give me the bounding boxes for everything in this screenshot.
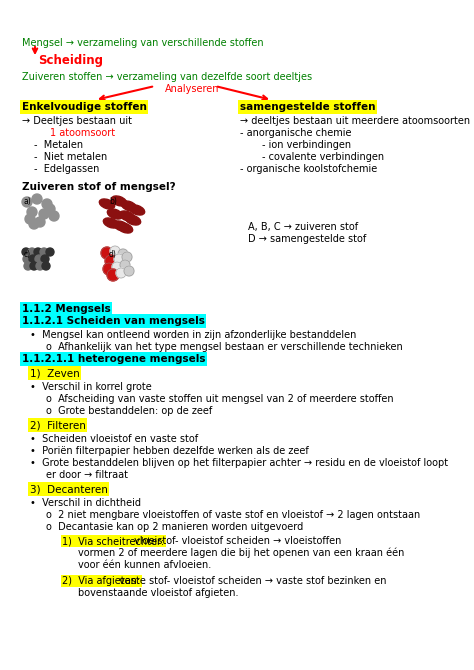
Text: 1.1.2.1.1 heterogene mengsels: 1.1.2.1.1 heterogene mengsels <box>22 354 206 364</box>
Circle shape <box>35 217 45 227</box>
Text: •  Verschil in dichtheid: • Verschil in dichtheid <box>30 498 141 508</box>
Text: 1 atoomsoort: 1 atoomsoort <box>50 128 115 138</box>
Ellipse shape <box>125 215 141 225</box>
Text: - covalente verbindingen: - covalente verbindingen <box>262 152 384 162</box>
Ellipse shape <box>111 196 127 206</box>
Text: •  Mengsel kan ontleend worden in zijn afzonderlijke bestanddelen: • Mengsel kan ontleend worden in zijn af… <box>30 330 356 340</box>
Circle shape <box>118 249 128 259</box>
Circle shape <box>28 248 36 256</box>
Circle shape <box>46 248 54 256</box>
Circle shape <box>114 254 124 264</box>
Circle shape <box>25 214 35 224</box>
Text: o  2 niet mengbare vloeistoffen of vaste stof en vloeistof → 2 lagen ontstaan: o 2 niet mengbare vloeistoffen of vaste … <box>46 510 420 520</box>
Text: - ion verbindingen: - ion verbindingen <box>262 140 351 150</box>
Circle shape <box>29 219 39 229</box>
Circle shape <box>110 246 120 256</box>
Circle shape <box>22 197 32 207</box>
Circle shape <box>30 262 38 270</box>
Text: o  Decantasie kan op 2 manieren worden uitgevoerd: o Decantasie kan op 2 manieren worden ui… <box>46 522 303 532</box>
Text: 3)  Decanteren: 3) Decanteren <box>30 484 108 494</box>
Ellipse shape <box>118 223 133 233</box>
Text: -  Edelgassen: - Edelgassen <box>34 164 100 174</box>
Circle shape <box>116 268 126 278</box>
Ellipse shape <box>129 205 145 215</box>
Circle shape <box>36 262 44 270</box>
Text: -  Metalen: - Metalen <box>34 140 83 150</box>
Text: 2)  Filteren: 2) Filteren <box>30 420 86 430</box>
Text: voor één kunnen afvloeien.: voor één kunnen afvloeien. <box>78 560 211 570</box>
Circle shape <box>34 248 42 256</box>
Text: o  Afscheiding van vaste stoffen uit mengsel van 2 of meerdere stoffen: o Afscheiding van vaste stoffen uit meng… <box>46 394 393 404</box>
Text: 1)  Zeven: 1) Zeven <box>30 368 80 378</box>
Text: c): c) <box>24 250 31 259</box>
Circle shape <box>24 262 32 270</box>
Text: 1.1.2 Mengsels: 1.1.2 Mengsels <box>22 304 111 314</box>
Ellipse shape <box>103 218 118 228</box>
Circle shape <box>45 204 55 214</box>
Circle shape <box>120 260 130 270</box>
Text: er door → filtraat: er door → filtraat <box>46 470 128 480</box>
Circle shape <box>49 211 59 221</box>
Text: → deeltjes bestaan uit meerdere atoomsoorten: → deeltjes bestaan uit meerdere atoomsoo… <box>240 116 470 126</box>
Circle shape <box>39 209 49 219</box>
Circle shape <box>40 248 48 256</box>
Circle shape <box>124 266 134 276</box>
Text: a): a) <box>24 197 32 206</box>
Text: samengestelde stoffen: samengestelde stoffen <box>240 102 375 112</box>
Text: 1.1.2.1 Scheiden van mengsels: 1.1.2.1 Scheiden van mengsels <box>22 316 205 326</box>
Text: D → samengestelde stof: D → samengestelde stof <box>248 234 366 244</box>
Text: - anorganische chemie: - anorganische chemie <box>240 128 352 138</box>
Circle shape <box>103 263 115 275</box>
Text: vloeistof- vloeistof scheiden → vloeistoffen: vloeistof- vloeistof scheiden → vloeisto… <box>131 536 342 546</box>
Text: Zuiveren stoffen → verzameling van dezelfde soort deeltjes: Zuiveren stoffen → verzameling van dezel… <box>22 72 312 82</box>
Text: -  Niet metalen: - Niet metalen <box>34 152 107 162</box>
Circle shape <box>41 255 49 263</box>
Text: Analyseren: Analyseren <box>165 84 219 94</box>
Ellipse shape <box>100 199 115 209</box>
Text: •  Scheiden vloeistof en vaste stof: • Scheiden vloeistof en vaste stof <box>30 434 198 444</box>
Text: •  Poriën filterpapier hebben dezelfde werken als de zeef: • Poriën filterpapier hebben dezelfde we… <box>30 446 309 456</box>
Text: vaste stof- vloeistof scheiden → vaste stof bezinken en: vaste stof- vloeistof scheiden → vaste s… <box>116 576 386 586</box>
Circle shape <box>105 255 117 267</box>
Text: d): d) <box>109 250 117 259</box>
Text: •  Grote bestanddelen blijven op het filterpapier achter → residu en de vloeisto: • Grote bestanddelen blijven op het filt… <box>30 458 448 468</box>
Circle shape <box>29 255 37 263</box>
Ellipse shape <box>121 201 137 211</box>
Text: •  Verschil in korrel grote: • Verschil in korrel grote <box>30 382 152 392</box>
Circle shape <box>27 207 37 217</box>
Ellipse shape <box>113 221 128 231</box>
Text: vormen 2 of meerdere lagen die bij het openen van een kraan één: vormen 2 of meerdere lagen die bij het o… <box>78 548 404 559</box>
Circle shape <box>42 199 52 209</box>
Text: Mengsel → verzameling van verschillende stoffen: Mengsel → verzameling van verschillende … <box>22 38 264 48</box>
Text: A, B, C → zuiveren stof: A, B, C → zuiveren stof <box>248 222 358 232</box>
Circle shape <box>32 194 42 204</box>
Text: bovenstaande vloeistof afgieten.: bovenstaande vloeistof afgieten. <box>78 588 238 598</box>
Text: Zuiveren stof of mengsel?: Zuiveren stof of mengsel? <box>22 182 176 192</box>
Circle shape <box>35 255 43 263</box>
Text: b): b) <box>109 197 117 206</box>
Text: o  Grote bestanddelen: op de zeef: o Grote bestanddelen: op de zeef <box>46 406 212 416</box>
Circle shape <box>122 252 132 262</box>
Text: o  Afhankelijk van het type mengsel bestaan er verschillende technieken: o Afhankelijk van het type mengsel besta… <box>46 342 403 352</box>
Text: 1)  Via scheitrechter:: 1) Via scheitrechter: <box>62 536 164 546</box>
Text: → Deeltjes bestaan uit: → Deeltjes bestaan uit <box>22 116 132 126</box>
Text: - organische koolstofchemie: - organische koolstofchemie <box>240 164 377 174</box>
Circle shape <box>112 262 122 272</box>
Text: Scheiding: Scheiding <box>38 54 103 67</box>
Text: Enkelvoudige stoffen: Enkelvoudige stoffen <box>22 102 147 112</box>
Circle shape <box>22 248 30 256</box>
Circle shape <box>101 247 113 259</box>
Circle shape <box>23 255 31 263</box>
Text: 2)  Via afgieten:: 2) Via afgieten: <box>62 576 140 586</box>
Ellipse shape <box>107 209 123 219</box>
Circle shape <box>42 262 50 270</box>
Ellipse shape <box>119 211 135 221</box>
Circle shape <box>107 269 119 281</box>
